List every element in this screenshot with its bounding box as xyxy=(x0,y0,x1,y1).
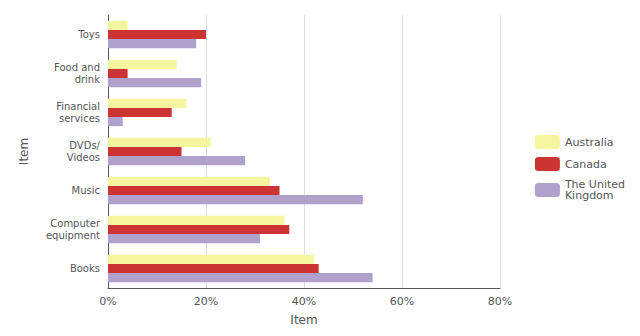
svg-text:drink: drink xyxy=(75,74,101,85)
svg-text:20%: 20% xyxy=(194,295,218,308)
svg-text:Item: Item xyxy=(17,138,31,165)
svg-text:0%: 0% xyxy=(99,295,116,308)
svg-text:services: services xyxy=(59,113,100,124)
svg-text:Financial: Financial xyxy=(56,101,100,112)
svg-text:Toys: Toys xyxy=(77,29,100,40)
svg-text:equipment: equipment xyxy=(46,230,100,241)
svg-text:Canada: Canada xyxy=(565,158,607,171)
svg-text:Item: Item xyxy=(290,313,317,327)
svg-text:Australia: Australia xyxy=(565,136,614,149)
svg-text:Music: Music xyxy=(72,185,100,196)
svg-text:Kingdom: Kingdom xyxy=(565,189,614,202)
svg-text:40%: 40% xyxy=(292,295,316,308)
svg-text:Food and: Food and xyxy=(54,62,100,73)
svg-text:Videos: Videos xyxy=(67,152,100,163)
svg-text:60%: 60% xyxy=(390,295,414,308)
svg-text:DVDs/: DVDs/ xyxy=(69,140,100,151)
svg-text:Books: Books xyxy=(70,263,100,274)
svg-text:The United: The United xyxy=(564,178,625,191)
svg-text:Computer: Computer xyxy=(50,218,101,229)
svg-text:80%: 80% xyxy=(488,295,512,308)
